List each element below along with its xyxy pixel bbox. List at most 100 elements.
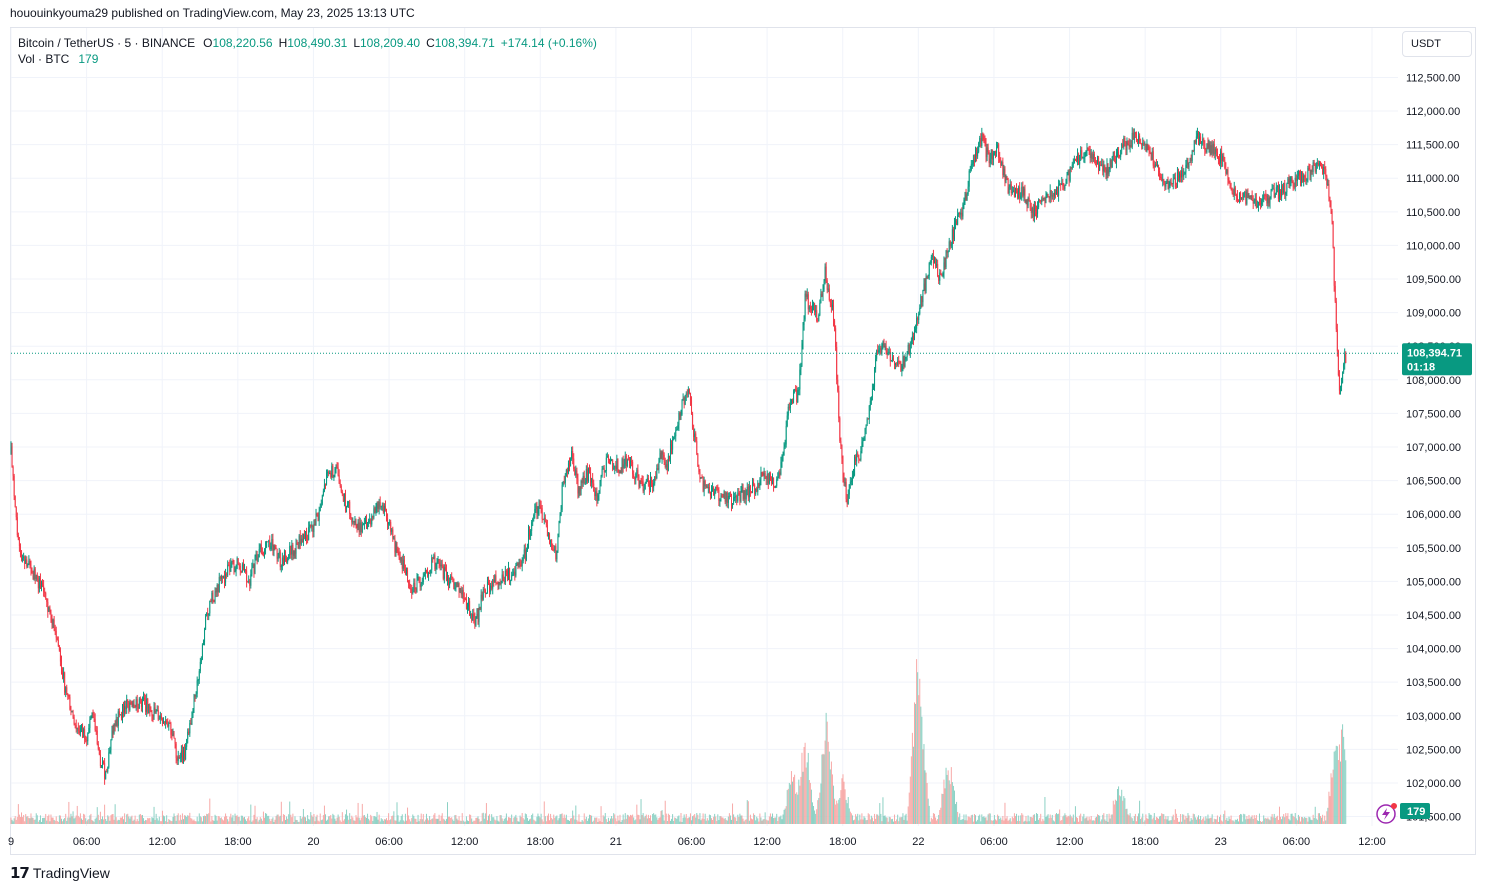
candle [999,151,1001,163]
candle-body [984,139,986,143]
volume-bar [129,818,131,824]
volume-bar [184,815,186,824]
candle [27,563,29,568]
candle-body [861,441,863,452]
candle [278,547,280,559]
candle [793,389,795,404]
candle [473,608,475,624]
volume-bar [1167,816,1169,824]
candle [657,463,659,471]
candle-body [839,418,841,442]
volume-bar [157,820,159,824]
candle-body [1115,152,1117,164]
candle [465,593,467,610]
volume-bar [274,819,276,824]
volume-bar [734,817,736,824]
candle-body [1127,143,1129,145]
volume-bar [86,821,88,824]
candle-body [919,307,921,314]
candle [401,555,403,574]
candle [21,550,23,562]
candle-body [457,583,459,585]
candle-body [997,144,999,148]
candle [1152,147,1154,169]
candle [825,262,827,284]
candle-body [1251,195,1253,200]
candle-body [22,558,24,561]
volume-bar [1225,819,1227,824]
volume-bar [891,818,893,824]
candle-body [686,393,688,395]
candle [1191,149,1193,164]
candle-body [658,461,660,470]
candle-body [395,543,397,553]
candle-body [23,556,25,559]
volume-bar [378,814,380,824]
volume-bar [966,820,968,824]
candle [1094,157,1096,166]
candle-body [48,607,50,612]
volume-bar [634,820,636,824]
volume-bar [645,814,647,824]
candle [777,472,779,481]
volume-bar [620,821,622,824]
volume-bar [596,817,598,824]
candle-body [1174,177,1176,188]
candle [753,478,755,487]
volume-bar [424,819,426,824]
candle-body [266,541,268,547]
candle [1150,152,1152,161]
candle-body [1012,190,1014,193]
volume-bar [37,821,39,824]
volume-bar [672,814,674,824]
candle [359,517,361,536]
candle [187,728,189,744]
volume-bar [382,820,384,824]
candle [962,202,964,220]
candle-body [1236,196,1238,201]
volume-bar [623,819,625,824]
volume-bar [1202,818,1204,824]
candle-body [232,560,234,562]
candle-body [355,521,357,525]
volume-bar [1269,820,1271,824]
candle-body [500,583,502,585]
volume-bar [374,816,376,824]
candle [1127,140,1129,146]
candle-body [1260,203,1262,205]
candle-body [388,522,390,525]
volume-bar [1195,819,1197,824]
volume-bar [685,814,687,824]
candle [490,582,492,595]
candle-body [782,455,784,460]
candle-body [952,229,954,240]
candle [550,539,552,547]
candle [672,435,674,455]
candle [1184,171,1186,175]
volume-bar [201,821,203,824]
candle-body [21,554,23,561]
volume-bar [827,741,829,824]
candle [563,475,565,485]
candle-body [573,458,575,470]
candle-body [758,483,760,487]
volume-bar [1243,813,1245,824]
volume-bar [821,754,823,824]
candle-body [739,494,741,502]
candle [660,450,662,460]
candle-body [359,522,361,533]
candle-body [188,731,190,734]
volume-bar [843,781,845,824]
volume-bar [102,816,104,824]
volume-bar [1045,816,1047,824]
candle-body [923,283,925,291]
candle-body [879,348,881,350]
candle-body [1210,145,1212,155]
candle [1120,149,1122,161]
candle [50,609,52,623]
volume-bar [514,816,516,824]
candle [1098,155,1100,175]
candle [1236,189,1238,204]
candle-body [1293,186,1295,188]
